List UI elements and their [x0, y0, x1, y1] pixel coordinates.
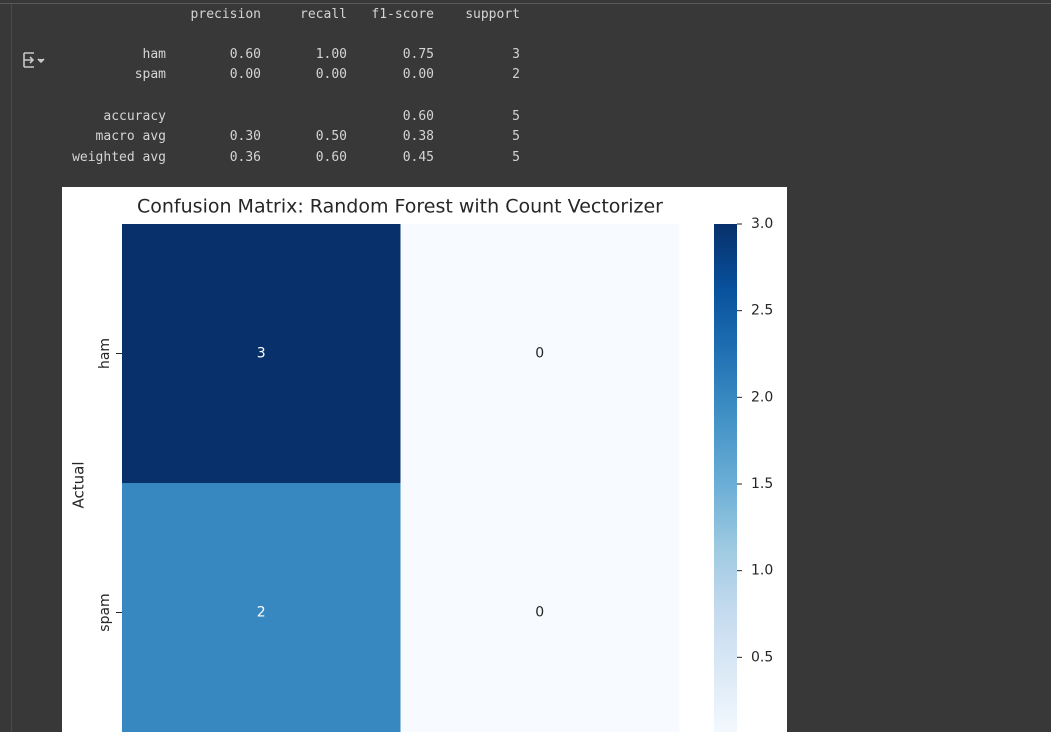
colorbar-tick-label: 1.0 [751, 563, 773, 579]
colorbar-tick-label: 0.5 [751, 649, 773, 665]
report-cell: 0.60 [230, 47, 261, 62]
report-cell: 0.60 [403, 109, 434, 124]
colorbar-tick-label: 2.5 [751, 303, 773, 319]
heatmap-cell [122, 483, 401, 732]
report-cell: 2 [512, 67, 520, 82]
cell-annotation: 0 [535, 605, 544, 621]
chart-title: Confusion Matrix: Random Forest with Cou… [137, 196, 663, 218]
colorbar-tick-label: 1.5 [751, 476, 773, 492]
heatmap-cell [400, 483, 680, 732]
report-header: recall [300, 7, 347, 22]
report-row-label: macro avg [96, 129, 166, 144]
report-row-label: ham [143, 47, 167, 62]
report-cell: 0.00 [316, 67, 347, 82]
cell-annotation: 0 [535, 346, 544, 362]
report-cell: 0.38 [403, 129, 434, 144]
report-cell: 0.75 [403, 47, 434, 62]
report-cell: 0.50 [316, 129, 347, 144]
colorbar [714, 224, 737, 732]
report-cell: 5 [512, 150, 520, 165]
report-header: precision [191, 7, 261, 22]
y-tick-label: spam [97, 593, 113, 631]
report-cell: 0.60 [316, 150, 347, 165]
y-tick-label: ham [97, 338, 113, 369]
report-header: support [465, 7, 520, 22]
report-row-label: spam [135, 67, 166, 82]
report-cell: 0.00 [230, 67, 261, 82]
report-cell: 0.36 [230, 150, 261, 165]
colorbar-tick-label: 3.0 [751, 216, 773, 232]
heatmap-cell [400, 224, 680, 484]
heatmap-cell [122, 224, 401, 484]
report-header: f1-score [371, 7, 434, 22]
colorbar-tick-label: 2.0 [751, 389, 773, 405]
report-cell: 0.30 [230, 129, 261, 144]
report-cell: 0.00 [403, 67, 434, 82]
cell-annotation: 3 [257, 346, 266, 362]
report-cell: 5 [512, 129, 520, 144]
report-cell: 5 [512, 109, 520, 124]
report-cell: 0.45 [403, 150, 434, 165]
report-row-label: weighted avg [72, 150, 166, 165]
cell-annotation: 2 [257, 605, 266, 621]
report-row-label: accuracy [103, 109, 166, 124]
output-toggle-icon[interactable] [23, 52, 45, 68]
report-cell: 3 [512, 47, 520, 62]
report-cell: 1.00 [316, 47, 347, 62]
y-axis-label: Actual [70, 462, 88, 509]
